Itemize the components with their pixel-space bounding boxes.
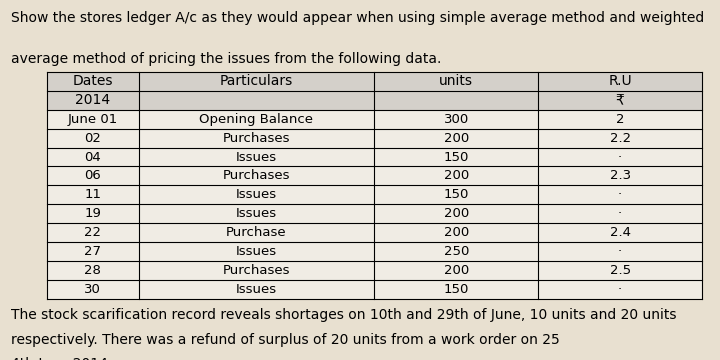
Text: Opening Balance: Opening Balance	[199, 113, 313, 126]
Text: Purchases: Purchases	[222, 132, 290, 145]
Text: 200: 200	[444, 207, 469, 220]
Text: 2: 2	[616, 113, 624, 126]
Text: 2.4: 2.4	[610, 226, 631, 239]
Bar	[47, 72, 702, 299]
Text: 11: 11	[84, 188, 102, 201]
Text: 4th June 2014.: 4th June 2014.	[11, 357, 112, 360]
Text: respectively. There was a refund of surplus of 20 units from a work order on 25: respectively. There was a refund of surp…	[11, 333, 559, 347]
Text: 250: 250	[444, 245, 469, 258]
Text: Purchases: Purchases	[222, 170, 290, 183]
Text: ·: ·	[618, 188, 622, 201]
Text: 150: 150	[444, 150, 469, 163]
Text: ·: ·	[618, 150, 622, 163]
Text: Dates: Dates	[73, 75, 113, 89]
Text: Issues: Issues	[236, 207, 277, 220]
Text: 28: 28	[84, 264, 101, 277]
Text: Issues: Issues	[236, 150, 277, 163]
Text: Issues: Issues	[236, 283, 277, 296]
Text: Show the stores ledger A/c as they would appear when using simple average method: Show the stores ledger A/c as they would…	[11, 11, 704, 25]
Text: 300: 300	[444, 113, 469, 126]
Text: ·: ·	[618, 283, 622, 296]
Text: 22: 22	[84, 226, 102, 239]
Text: 200: 200	[444, 132, 469, 145]
Text: 2.5: 2.5	[610, 264, 631, 277]
Text: 2.2: 2.2	[610, 132, 631, 145]
Text: 27: 27	[84, 245, 102, 258]
Text: 200: 200	[444, 170, 469, 183]
Text: 150: 150	[444, 283, 469, 296]
Text: Purchase: Purchase	[226, 226, 287, 239]
Text: 200: 200	[444, 226, 469, 239]
Text: 04: 04	[84, 150, 101, 163]
Text: Issues: Issues	[236, 188, 277, 201]
Text: average method of pricing the issues from the following data.: average method of pricing the issues fro…	[11, 52, 441, 66]
Text: 30: 30	[84, 283, 101, 296]
Text: 02: 02	[84, 132, 101, 145]
Text: 2014: 2014	[75, 93, 110, 107]
Text: Purchases: Purchases	[222, 264, 290, 277]
Text: units: units	[439, 75, 473, 89]
Text: 200: 200	[444, 264, 469, 277]
Bar	[47, 91, 702, 110]
Text: R.U: R.U	[608, 75, 632, 89]
Text: 06: 06	[84, 170, 101, 183]
Text: 150: 150	[444, 188, 469, 201]
Text: Issues: Issues	[236, 245, 277, 258]
Text: 19: 19	[84, 207, 101, 220]
Text: The stock scarification record reveals shortages on 10th and 29th of June, 10 un: The stock scarification record reveals s…	[11, 308, 676, 322]
Text: Particulars: Particulars	[220, 75, 293, 89]
Text: ₹: ₹	[616, 93, 624, 107]
Text: ·: ·	[618, 207, 622, 220]
Text: 2.3: 2.3	[610, 170, 631, 183]
Text: ·: ·	[618, 245, 622, 258]
Text: June 01: June 01	[68, 113, 118, 126]
Bar	[47, 72, 702, 91]
